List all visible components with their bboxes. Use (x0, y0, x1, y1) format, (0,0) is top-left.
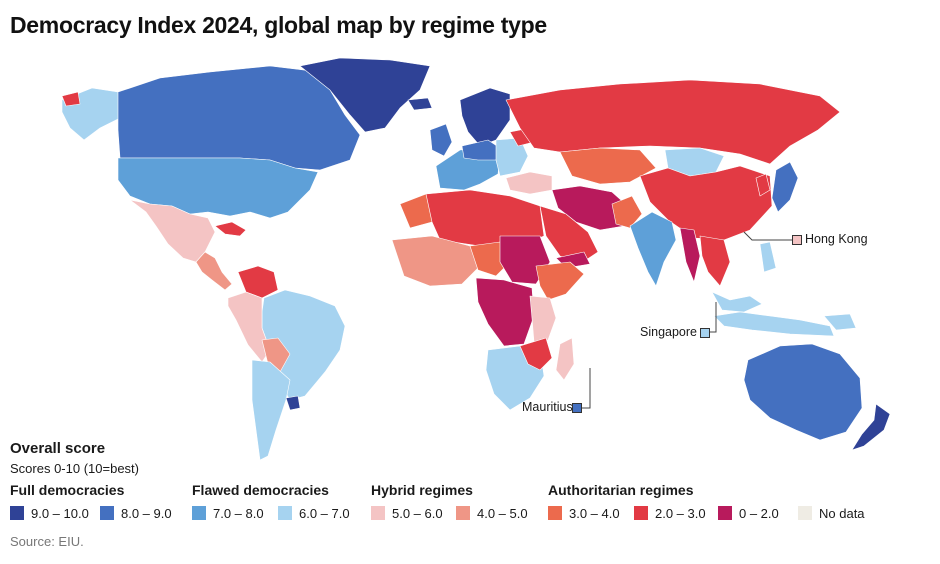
region-japan (771, 161, 799, 213)
region-horn-africa (535, 261, 585, 301)
legend-item-label: 5.0 – 6.0 (392, 505, 443, 521)
legend-swatch (798, 506, 812, 520)
region-papua (823, 313, 857, 331)
legend-item-3-4: 3.0 – 4.0 (548, 505, 620, 521)
legend-item-label: 6.0 – 7.0 (299, 505, 350, 521)
legend-item-label: 2.0 – 3.0 (655, 505, 706, 521)
legend-item-5-6: 5.0 – 6.0 (371, 505, 443, 521)
legend-swatch (456, 506, 470, 520)
region-pakistan (611, 195, 643, 229)
region-korea (755, 173, 771, 197)
region-chukotka (61, 91, 81, 107)
singapore-label: Singapore (640, 325, 697, 339)
region-madagascar (555, 337, 575, 381)
legend-swatch (718, 506, 732, 520)
legend-swatch (100, 506, 114, 520)
hong-kong-leader-line (743, 231, 792, 241)
legend-item-label: 0 – 2.0 (739, 505, 779, 521)
legend-swatch (548, 506, 562, 520)
legend-item-4-5: 4.0 – 5.0 (456, 505, 528, 521)
legend-item-7-8: 7.0 – 8.0 (192, 505, 264, 521)
region-myanmar (679, 227, 701, 283)
legend-swatch (10, 506, 24, 520)
region-greenland (299, 57, 431, 133)
mauritius-swatch (572, 403, 582, 413)
region-indonesia (713, 311, 835, 337)
region-australia (743, 343, 863, 441)
legend-item-label: 8.0 – 9.0 (121, 505, 172, 521)
legend-group-authoritarian: Authoritarian regimes (548, 482, 694, 498)
legend-item-9-10: 9.0 – 10.0 (10, 505, 89, 521)
region-east-africa (529, 295, 557, 343)
legend-item-label: 3.0 – 4.0 (569, 505, 620, 521)
singapore-swatch (700, 328, 710, 338)
legend-item-label: 7.0 – 8.0 (213, 505, 264, 521)
region-cuba (214, 221, 247, 237)
legend-item-no-data: No data (798, 505, 865, 521)
region-se-asia (699, 235, 731, 287)
region-malaysia (711, 291, 763, 313)
legend-item-label: No data (819, 505, 865, 521)
region-uk-ireland (429, 123, 453, 157)
legend-swatch (634, 506, 648, 520)
legend-item-label: 9.0 – 10.0 (31, 505, 89, 521)
region-philippines (759, 241, 777, 273)
legend-item-label: 4.0 – 5.0 (477, 505, 528, 521)
region-new-zealand (851, 403, 891, 451)
region-russia (505, 79, 841, 165)
region-central-africa (475, 277, 535, 347)
mauritius-label: Mauritius (522, 400, 573, 414)
legend-group-full: Full democracies (10, 482, 125, 498)
legend-item-0-2: 0 – 2.0 (718, 505, 779, 521)
legend-swatch (278, 506, 292, 520)
region-central-america (195, 251, 233, 291)
region-iceland (407, 97, 433, 111)
legend-item-6-7: 6.0 – 7.0 (278, 505, 350, 521)
region-argentina-chile (251, 359, 291, 461)
region-india (629, 211, 677, 287)
region-arabia (539, 205, 599, 265)
legend-title: Overall score (10, 440, 106, 457)
legend-item-8-9: 8.0 – 9.0 (100, 505, 172, 521)
hong-kong-swatch (792, 235, 802, 245)
region-nordics (459, 87, 511, 147)
hong-kong-label: Hong Kong (805, 232, 868, 246)
legend-group-hybrid: Hybrid regimes (371, 482, 473, 498)
legend-item-2-3: 2.0 – 3.0 (634, 505, 706, 521)
mauritius-leader-line (576, 368, 591, 409)
legend-swatch (192, 506, 206, 520)
region-turkey (505, 171, 553, 195)
region-uruguay (285, 395, 301, 411)
legend-group-flawed: Flawed democracies (192, 482, 329, 498)
region-central-europe (461, 139, 501, 161)
map-title: Democracy Index 2024, global map by regi… (10, 12, 547, 38)
region-west-africa (391, 235, 481, 287)
region-zimbabwe-mozambique (519, 337, 553, 371)
source-note: Source: EIU. (10, 534, 84, 549)
legend-subtitle: Scores 0-10 (10=best) (10, 461, 139, 476)
legend-swatch (371, 506, 385, 520)
